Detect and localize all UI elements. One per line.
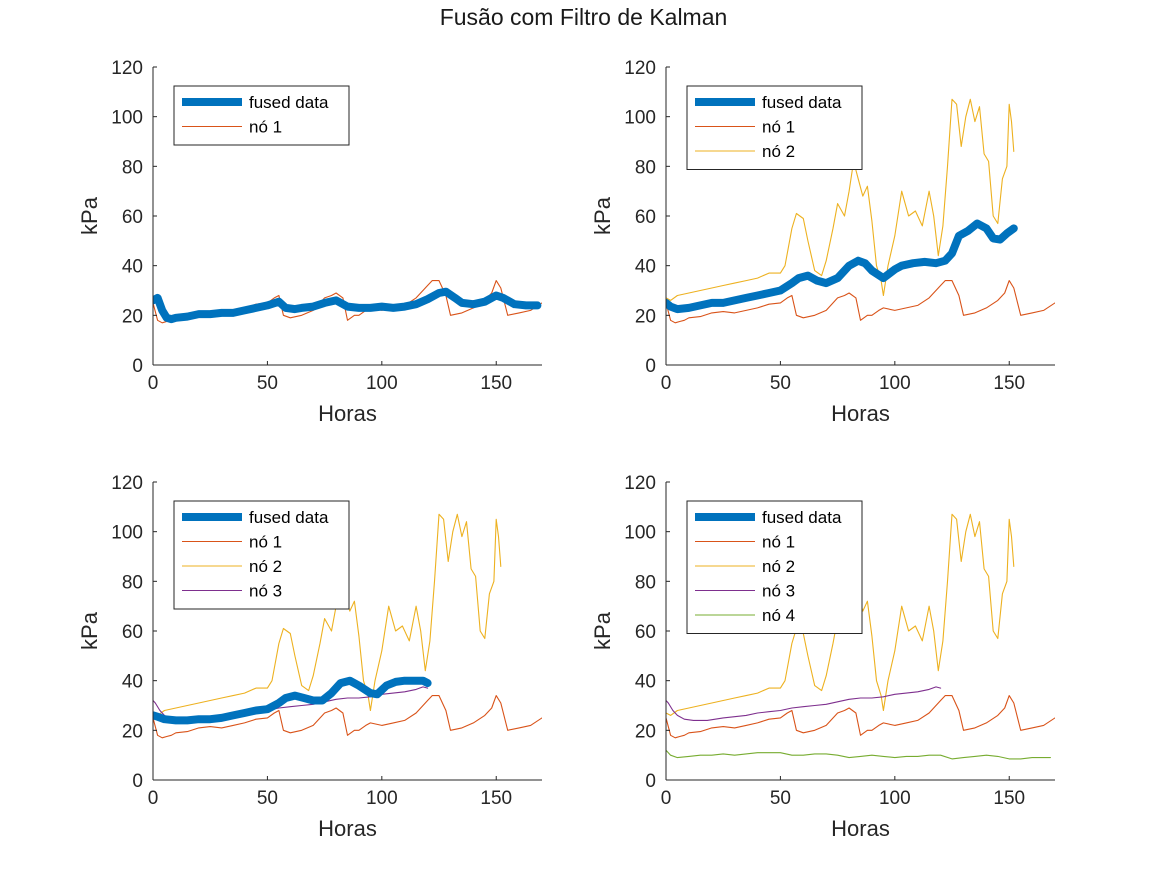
x-axis-label: Horas [318, 401, 377, 426]
y-tick-label: 80 [122, 157, 143, 178]
x-axis-label: Horas [831, 401, 890, 426]
y-tick-label: 20 [122, 721, 143, 742]
legend-box [686, 500, 863, 634]
legend-label: nó 3 [249, 582, 282, 601]
y-tick-label: 40 [635, 672, 656, 693]
y-tick-label: 100 [624, 523, 656, 544]
legend-box [173, 85, 350, 146]
y-tick-label: 60 [122, 207, 143, 228]
subplot-3: 0 20 40 60 80 100 120 0 50 100 150 Horas kPa fused da… [77, 473, 542, 841]
y-tick-label: 0 [645, 771, 656, 792]
series-line-nó-4 [666, 749, 1051, 760]
y-tick-label: 40 [635, 257, 656, 278]
y-tick-label: 60 [635, 207, 656, 228]
series-line-fused-data [153, 287, 542, 324]
series-line-fused-data [666, 219, 1018, 314]
legend-label: nó 1 [762, 533, 795, 552]
y-tick-label: 120 [624, 473, 656, 494]
series-line-nó-1 [153, 695, 542, 739]
y-tick-label: 0 [645, 356, 656, 377]
y-axis-label: kPa [77, 196, 102, 235]
x-tick-label: 100 [366, 373, 398, 394]
x-tick-label: 0 [148, 373, 159, 394]
y-tick-label: 40 [122, 672, 143, 693]
figure-title: Fusão com Filtro de Kalman [439, 4, 728, 30]
y-tick-label: 100 [111, 523, 143, 544]
x-tick-label: 150 [993, 373, 1025, 394]
y-axis-label: kPa [590, 611, 615, 650]
legend-label: nó 1 [762, 118, 795, 137]
y-tick-label: 20 [635, 721, 656, 742]
y-tick-label: 100 [624, 108, 656, 129]
y-tick-label: 100 [111, 108, 143, 129]
y-tick-label: 80 [635, 572, 656, 593]
subplot-1: 0 20 40 60 80 100 120 0 50 100 150 Horas kPa fused da… [77, 58, 542, 426]
y-tick-label: 60 [635, 622, 656, 643]
legend: fused data nó 1 nó 2 [686, 85, 863, 170]
x-axis-label: Horas [831, 816, 890, 841]
legend: fused data nó 1 nó 2 nó 3 nó 4 [686, 500, 863, 634]
series-line-nó-2 [666, 98, 1015, 301]
x-tick-label: 150 [480, 373, 512, 394]
series-line-nó-2 [153, 513, 502, 716]
x-tick-label: 50 [770, 373, 791, 394]
y-tick-label: 120 [624, 58, 656, 79]
legend-label: nó 4 [762, 606, 795, 625]
legend-label: nó 2 [762, 557, 795, 576]
legend-label: nó 1 [249, 533, 282, 552]
legend: fused data nó 1 [173, 85, 350, 146]
legend-label: fused data [249, 93, 329, 112]
legend-label: fused data [249, 508, 329, 527]
x-axis-label: Horas [318, 816, 377, 841]
subplot-4: 0 20 40 60 80 100 120 0 50 100 150 Horas kPa fused da… [590, 473, 1055, 841]
x-tick-label: 0 [661, 373, 672, 394]
y-tick-label: 0 [132, 356, 143, 377]
subplot-2: 0 20 40 60 80 100 120 0 50 100 150 Horas kPa fused da… [590, 58, 1055, 426]
y-tick-label: 120 [111, 58, 143, 79]
legend-label: nó 2 [249, 557, 282, 576]
y-tick-label: 80 [635, 157, 656, 178]
legend: fused data nó 1 nó 2 nó 3 [173, 500, 350, 610]
legend-label: nó 1 [249, 118, 282, 137]
y-axis-label: kPa [590, 196, 615, 235]
x-tick-label: 100 [879, 788, 911, 809]
x-tick-label: 0 [661, 788, 672, 809]
y-tick-label: 120 [111, 473, 143, 494]
y-tick-label: 60 [122, 622, 143, 643]
y-tick-label: 40 [122, 257, 143, 278]
x-tick-label: 0 [148, 788, 159, 809]
x-tick-label: 150 [993, 788, 1025, 809]
legend-label: nó 3 [762, 582, 795, 601]
x-tick-label: 100 [879, 373, 911, 394]
x-tick-label: 150 [480, 788, 512, 809]
series-line-nó-1 [666, 280, 1055, 324]
series-line-nó-2 [666, 513, 1015, 716]
legend-label: nó 2 [762, 142, 795, 161]
series-line-nó-3 [666, 686, 942, 721]
series-line-nó-1 [666, 695, 1055, 739]
series-line-fused-data [153, 676, 432, 725]
x-tick-label: 50 [257, 373, 278, 394]
y-tick-label: 0 [132, 771, 143, 792]
legend-label: fused data [762, 508, 842, 527]
y-axis-label: kPa [77, 611, 102, 650]
y-tick-label: 80 [122, 572, 143, 593]
legend-label: fused data [762, 93, 842, 112]
x-tick-label: 50 [257, 788, 278, 809]
y-tick-label: 20 [635, 306, 656, 327]
x-tick-label: 100 [366, 788, 398, 809]
x-tick-label: 50 [770, 788, 791, 809]
y-tick-label: 20 [122, 306, 143, 327]
